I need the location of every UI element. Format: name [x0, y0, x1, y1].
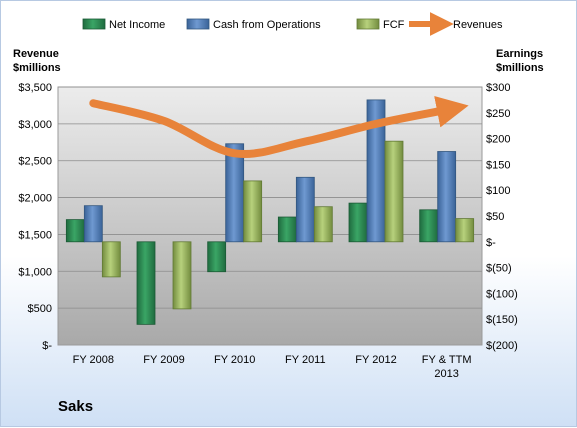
right-tick-label: $100	[486, 185, 510, 197]
bar-fcf	[313, 206, 333, 243]
category-labels: FY 2008 FY 2009 FY 2010 FY 2011 FY 2012 FY & …	[73, 354, 472, 380]
left-tick-label: $3,000	[18, 119, 52, 131]
revenue-line	[89, 96, 469, 159]
category-label: FY 2009	[143, 354, 184, 366]
legend-label: Revenues	[453, 19, 503, 31]
right-tick-label: $(50)	[486, 263, 512, 275]
legend-swatch	[356, 18, 380, 30]
right-axis-ticks: $(200) $(150) $(100) $(50) $- $50 $100 $150 $200…	[486, 82, 518, 352]
legend: Net Income Cash from Operations FCF Revenue…	[82, 12, 503, 36]
right-axis-title-line2: $millions	[496, 62, 544, 74]
revenue-series-line	[89, 96, 469, 159]
right-tick-label: $-	[486, 237, 496, 249]
bar-cash-from-operations	[83, 205, 103, 243]
right-tick-label: $250	[486, 108, 510, 120]
right-tick-label: $200	[486, 134, 510, 146]
left-axis-title-line2: $millions	[13, 62, 61, 74]
legend-swatch	[82, 18, 106, 30]
bar-fcf	[243, 180, 263, 243]
right-tick-label: $50	[486, 211, 504, 223]
bar-cash-from-operations	[437, 151, 457, 243]
plot-area	[57, 86, 483, 346]
right-tick-label: $(200)	[486, 340, 518, 352]
left-tick-label: $500	[28, 303, 52, 315]
left-tick-label: $-	[42, 340, 52, 352]
right-tick-label: $(100)	[486, 288, 518, 300]
legend-label: Cash from Operations	[213, 19, 321, 31]
bar-net-income	[348, 202, 368, 243]
left-tick-label: $2,500	[18, 156, 52, 168]
category-label: FY 2010	[214, 354, 255, 366]
bar-fcf	[384, 140, 404, 243]
category-label: FY & TTM 2013	[422, 354, 472, 380]
right-tick-label: $(150)	[486, 314, 518, 326]
left-tick-label: $1,500	[18, 229, 52, 241]
right-axis-title-line1: Earnings	[496, 48, 543, 60]
bar-fcf	[172, 241, 192, 310]
bar-cash-from-operations	[225, 143, 245, 243]
left-axis-ticks: $- $500 $1,000 $1,500 $2,000 $2,500 $3,000 $3,5…	[18, 82, 52, 352]
bar-net-income	[136, 241, 156, 325]
category-label: FY 2012	[355, 354, 396, 366]
bars	[65, 99, 475, 325]
bar-net-income	[207, 241, 227, 273]
left-axis-title-line1: Revenue	[13, 48, 59, 60]
bar-net-income	[419, 209, 439, 243]
legend-swatch	[186, 18, 210, 30]
bar-fcf	[101, 241, 121, 278]
legend-label: FCF	[383, 19, 405, 31]
legend-label: Net Income	[109, 19, 165, 31]
right-tick-label: $150	[486, 159, 510, 171]
bar-fcf	[455, 218, 475, 243]
right-tick-label: $300	[486, 82, 510, 94]
gridlines	[58, 86, 482, 309]
bar-net-income	[277, 216, 297, 243]
category-label: FY 2008	[73, 354, 114, 366]
bar-cash-from-operations	[295, 176, 315, 243]
left-tick-label: $3,500	[18, 82, 52, 94]
left-tick-label: $1,000	[18, 266, 52, 278]
company-name: Saks	[58, 398, 93, 415]
left-tick-label: $2,000	[18, 193, 52, 205]
category-label: FY 2011	[285, 354, 326, 366]
bar-net-income	[65, 219, 85, 243]
